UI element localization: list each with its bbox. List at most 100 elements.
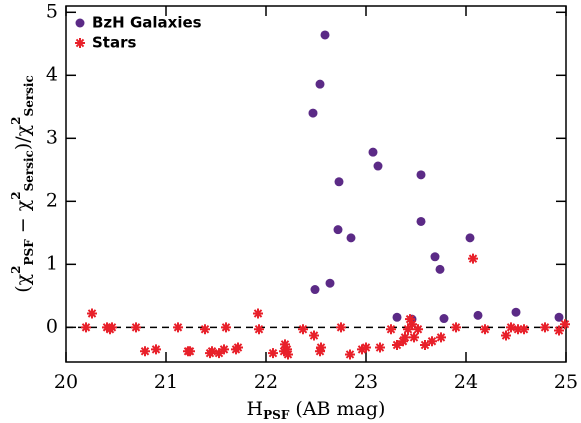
galaxy-point bbox=[333, 225, 343, 235]
star-point bbox=[336, 322, 346, 333]
galaxy-point bbox=[368, 147, 378, 157]
star-point bbox=[283, 349, 293, 360]
star-point bbox=[316, 342, 326, 353]
label-part: Sersic bbox=[22, 75, 36, 116]
x-axis-label: HPSF (AB mag) bbox=[247, 398, 386, 422]
star-point bbox=[513, 324, 523, 335]
star-point bbox=[386, 324, 396, 335]
galaxy-point bbox=[392, 312, 402, 322]
star-point bbox=[451, 322, 461, 333]
galaxy-point bbox=[416, 170, 426, 180]
galaxy-point bbox=[315, 79, 325, 89]
plot-frame bbox=[65, 5, 567, 363]
star-point bbox=[253, 308, 263, 319]
star-point bbox=[268, 348, 278, 359]
star-point bbox=[413, 324, 423, 335]
star-point bbox=[403, 324, 413, 335]
galaxy-point bbox=[554, 312, 564, 322]
star-point bbox=[554, 325, 564, 336]
star-point bbox=[233, 342, 243, 353]
label-part: H bbox=[247, 398, 264, 420]
x-tick-label: 22 bbox=[254, 371, 278, 393]
star-point bbox=[375, 342, 385, 353]
label-part: 2 bbox=[9, 116, 23, 124]
star-point bbox=[519, 324, 529, 335]
y-tick-label: 4 bbox=[46, 63, 58, 85]
star-point bbox=[81, 322, 91, 333]
star-point bbox=[560, 319, 570, 330]
galaxy-point bbox=[325, 278, 335, 288]
star-point bbox=[400, 332, 410, 343]
star-point bbox=[506, 322, 516, 333]
star-point bbox=[361, 342, 371, 353]
x-tick-label: 21 bbox=[154, 371, 178, 393]
star-point bbox=[105, 324, 115, 335]
star-point bbox=[480, 324, 490, 335]
label-part: PSF bbox=[22, 239, 36, 266]
label-part: (χ bbox=[12, 273, 34, 292]
y-tick-label: 5 bbox=[46, 0, 58, 22]
y-tick-label: 2 bbox=[46, 189, 58, 211]
y-tick-label: 1 bbox=[46, 252, 58, 274]
star-point bbox=[282, 344, 292, 355]
galaxy-point bbox=[465, 233, 475, 243]
galaxy-point bbox=[435, 264, 445, 274]
legend-marker bbox=[75, 18, 85, 28]
label-part: )/χ bbox=[12, 124, 34, 150]
label-part: 2 bbox=[9, 265, 23, 273]
galaxy-point bbox=[473, 310, 483, 320]
label-part: PSF bbox=[263, 408, 290, 422]
legend-label: Stars bbox=[92, 34, 136, 52]
galaxy-point bbox=[346, 233, 356, 243]
star-point bbox=[409, 332, 419, 343]
star-point bbox=[254, 324, 264, 335]
x-tick-label: 20 bbox=[54, 371, 78, 393]
x-tick-label: 25 bbox=[554, 371, 578, 393]
galaxy-point bbox=[310, 285, 320, 295]
label-part: Sersic bbox=[22, 150, 36, 191]
galaxy-point bbox=[320, 30, 330, 40]
star-point bbox=[214, 348, 224, 359]
galaxy-point bbox=[308, 108, 318, 118]
star-point bbox=[540, 322, 550, 333]
galaxy-point bbox=[373, 161, 383, 171]
star-point bbox=[151, 344, 161, 355]
star-point bbox=[185, 346, 195, 357]
star-point bbox=[219, 344, 229, 355]
galaxy-point bbox=[511, 307, 521, 317]
star-point bbox=[427, 336, 437, 347]
galaxy-point bbox=[334, 177, 344, 187]
y-tick-label: 3 bbox=[46, 126, 58, 148]
star-point bbox=[173, 322, 183, 333]
star-point bbox=[405, 314, 415, 325]
star-point bbox=[420, 339, 430, 350]
star-point bbox=[345, 349, 355, 360]
galaxy-point bbox=[430, 252, 440, 262]
star-point bbox=[398, 336, 408, 347]
star-point bbox=[221, 322, 231, 333]
star-point bbox=[200, 324, 210, 335]
y-tick-label: 0 bbox=[46, 315, 58, 337]
star-point bbox=[309, 330, 319, 341]
legend-marker bbox=[75, 38, 85, 48]
star-point bbox=[205, 348, 215, 359]
x-tick-label: 24 bbox=[454, 371, 478, 393]
label-part: − χ bbox=[12, 199, 34, 239]
star-point bbox=[298, 324, 308, 335]
star-point bbox=[357, 344, 367, 355]
label-part: (AB mag) bbox=[289, 398, 385, 420]
star-point bbox=[87, 308, 97, 319]
x-tick-label: 23 bbox=[354, 371, 378, 393]
star-point bbox=[392, 339, 402, 350]
star-point bbox=[407, 319, 417, 330]
star-point bbox=[501, 330, 511, 341]
star-point bbox=[468, 253, 478, 264]
star-point bbox=[280, 339, 290, 350]
label-part: 2 bbox=[9, 191, 23, 199]
galaxy-point bbox=[416, 216, 426, 226]
legend-label: BzH Galaxies bbox=[92, 14, 202, 32]
star-point bbox=[436, 332, 446, 343]
star-point bbox=[131, 322, 141, 333]
galaxy-point bbox=[439, 314, 449, 324]
